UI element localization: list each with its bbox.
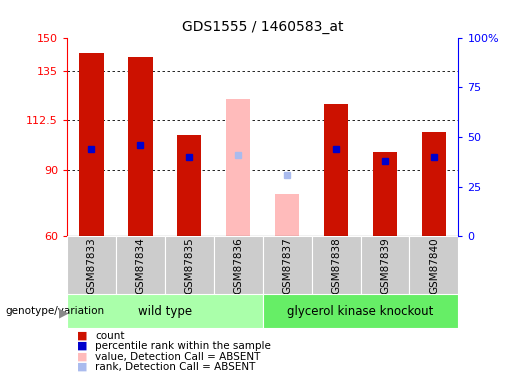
Text: rank, Detection Call = ABSENT: rank, Detection Call = ABSENT xyxy=(95,362,255,372)
Bar xyxy=(165,236,214,294)
Text: GSM87839: GSM87839 xyxy=(380,237,390,294)
Bar xyxy=(128,57,152,236)
Bar xyxy=(324,104,348,236)
Text: GSM87840: GSM87840 xyxy=(429,237,439,294)
Bar xyxy=(67,236,116,294)
Bar xyxy=(226,99,250,236)
Text: GSM87833: GSM87833 xyxy=(87,237,96,294)
Text: ■: ■ xyxy=(77,352,88,362)
Text: GSM87835: GSM87835 xyxy=(184,237,194,294)
Text: GSM87837: GSM87837 xyxy=(282,237,292,294)
Bar xyxy=(409,236,458,294)
Bar xyxy=(79,53,104,236)
Text: wild type: wild type xyxy=(138,305,192,318)
Bar xyxy=(360,236,409,294)
Bar xyxy=(275,194,299,236)
Bar xyxy=(263,294,458,328)
Text: glycerol kinase knockout: glycerol kinase knockout xyxy=(287,305,434,318)
Bar xyxy=(373,152,397,236)
Bar xyxy=(116,236,165,294)
Bar xyxy=(263,236,312,294)
Bar xyxy=(422,132,446,236)
Text: GSM87838: GSM87838 xyxy=(331,237,341,294)
Text: ▶: ▶ xyxy=(59,307,69,320)
Title: GDS1555 / 1460583_at: GDS1555 / 1460583_at xyxy=(182,20,344,34)
Text: value, Detection Call = ABSENT: value, Detection Call = ABSENT xyxy=(95,352,261,362)
Bar xyxy=(214,236,263,294)
Bar xyxy=(177,135,201,236)
Text: ■: ■ xyxy=(77,341,88,351)
Text: GSM87836: GSM87836 xyxy=(233,237,243,294)
Text: percentile rank within the sample: percentile rank within the sample xyxy=(95,341,271,351)
Text: genotype/variation: genotype/variation xyxy=(5,306,104,316)
Text: count: count xyxy=(95,331,125,340)
Text: GSM87834: GSM87834 xyxy=(135,237,145,294)
Text: ■: ■ xyxy=(77,331,88,340)
Bar xyxy=(312,236,360,294)
Bar xyxy=(67,294,263,328)
Text: ■: ■ xyxy=(77,362,88,372)
